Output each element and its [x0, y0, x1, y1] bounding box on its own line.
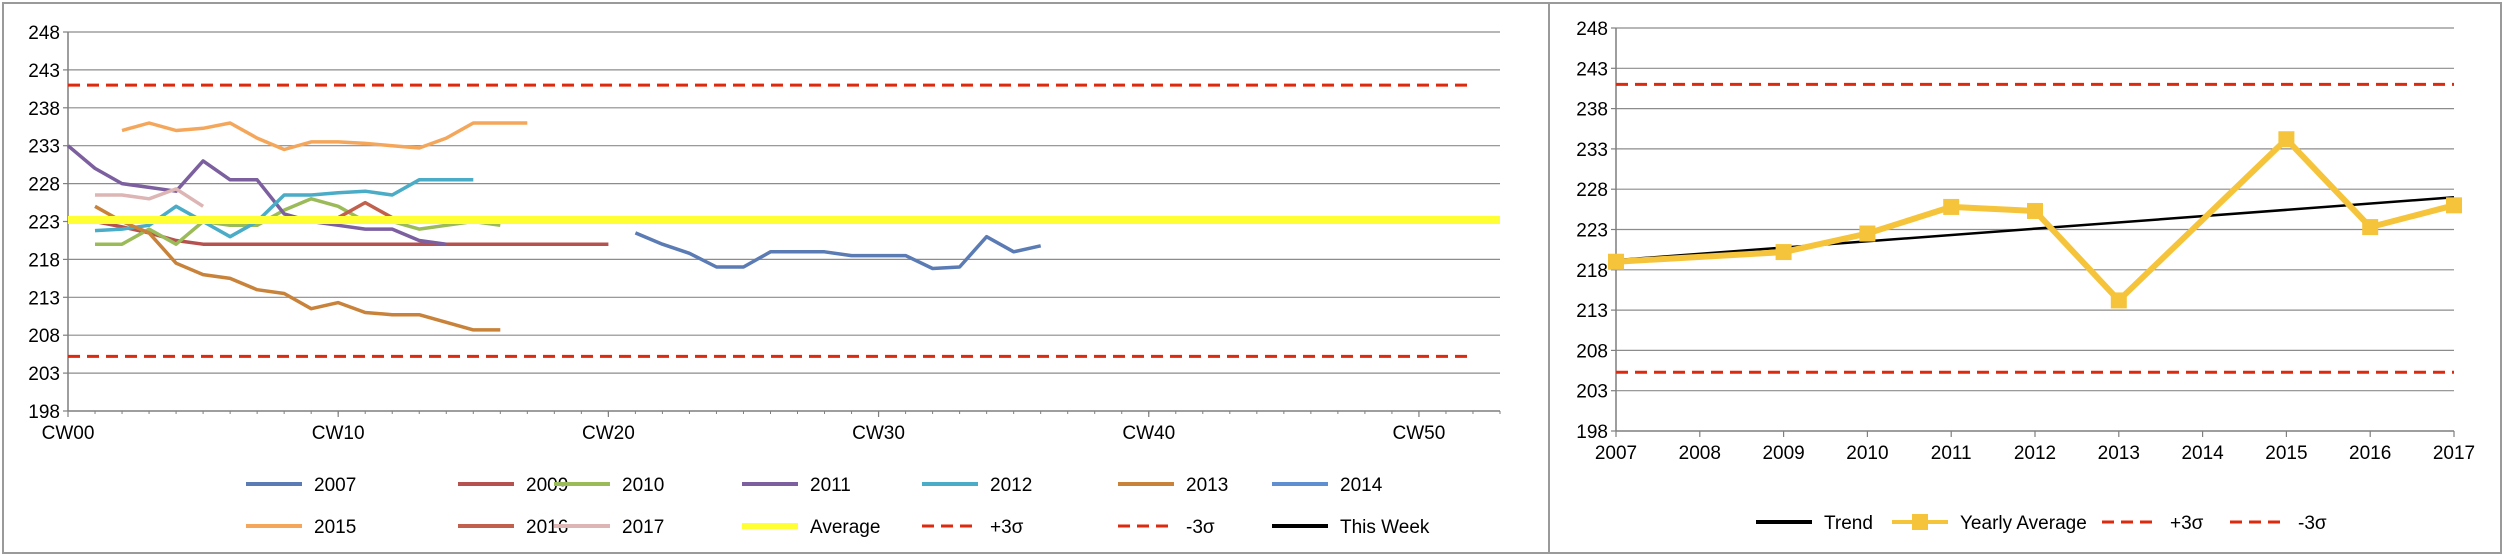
data-point-yearly-average	[2027, 202, 2043, 219]
y-tick-label: 238	[28, 99, 60, 120]
y-tick-label: 203	[28, 364, 60, 385]
y-tick-label: 198	[1576, 422, 1608, 443]
y-tick-label: 213	[1576, 301, 1608, 322]
y-tick-label: 198	[28, 402, 60, 423]
x-tick-label: 2007	[1595, 443, 1637, 464]
x-tick-label: 2009	[1762, 443, 1804, 464]
y-tick-label: 233	[1576, 140, 1608, 161]
legend-label-2007: 2007	[314, 475, 356, 496]
legend-label-2015: 2015	[314, 517, 356, 538]
weekly-chart: 198 203 208 213 218 223 228 233 238 243 248 CW00 CW1…	[28, 23, 1501, 538]
x-tick-label: 2012	[2014, 443, 2056, 464]
series-line-2015	[121, 121, 528, 152]
legend-label-yearly-average: Yearly Average	[1960, 513, 2087, 534]
y-tick-label: 218	[1576, 261, 1608, 282]
y-tick-label: 243	[1576, 59, 1608, 80]
legend-label-2013: 2013	[1186, 475, 1228, 496]
y-tick-label: 208	[1576, 341, 1608, 362]
series-line-2007	[634, 231, 1042, 271]
legend-label-2017: 2017	[622, 517, 664, 538]
series-line-2013	[94, 204, 501, 332]
y-tick-label: 218	[28, 250, 60, 271]
series-line-2017	[95, 187, 205, 208]
x-tick-label: CW50	[1393, 423, 1446, 444]
legend-label-plus-3-sigma: +3σ	[990, 517, 1024, 538]
legend-label-2011: 2011	[810, 475, 851, 496]
data-point-yearly-average	[1608, 253, 1624, 270]
series-line-yearly-average	[1615, 136, 2455, 304]
legend-label-2012: 2012	[990, 475, 1032, 496]
data-point-yearly-average	[2446, 197, 2462, 214]
x-tick-label: CW10	[312, 423, 365, 444]
legend-marker-yearly-average	[1912, 514, 1928, 530]
y-tick-label: 228	[1576, 180, 1608, 201]
x-tick-label: 2014	[2181, 443, 2224, 464]
x-tick-label: 2010	[1846, 443, 1888, 464]
yearly-chart: 198 203 208 213 218 223 228 233 238 243 248 2007 200…	[1576, 19, 2475, 534]
yearly-chart-panel: 198 203 208 213 218 223 228 233 238 243 248 2007 200…	[1548, 2, 2502, 554]
x-tick-label: 2008	[1679, 443, 1721, 464]
legend-label-minus-3-sigma: -3σ	[2298, 513, 2327, 534]
legend-label-trend: Trend	[1824, 513, 1873, 534]
series-line-trend	[1615, 196, 2455, 262]
y-tick-label: 248	[28, 23, 60, 44]
series-line-2016	[337, 200, 717, 220]
legend-label-2016: 2016	[526, 517, 568, 538]
legend-label-2010: 2010	[622, 475, 664, 496]
legend-label-2014: 2014	[1340, 475, 1383, 496]
y-tick-label: 223	[28, 213, 60, 234]
data-point-yearly-average	[1775, 244, 1792, 261]
series-line-2011	[66, 144, 447, 246]
y-tick-label: 228	[28, 175, 60, 196]
y-tick-label: 208	[28, 326, 60, 347]
legend-label-plus-3-sigma: +3σ	[2170, 513, 2204, 534]
weekly-chart-panel: 198 203 208 213 218 223 228 233 238 243 248 CW00 CW1…	[2, 2, 1550, 554]
y-tick-label: 223	[1576, 221, 1608, 242]
x-tick-label: CW40	[1122, 423, 1175, 444]
legend-label-average: Average	[810, 517, 880, 538]
y-tick-label: 213	[28, 288, 60, 309]
y-tick-label: 203	[1576, 382, 1608, 403]
data-point-yearly-average	[1859, 225, 1876, 242]
x-tick-label: 2011	[1931, 443, 1972, 464]
x-tick-label: 2015	[2265, 443, 2307, 464]
x-tick-label: 2017	[2433, 443, 2475, 464]
x-tick-label: CW00	[42, 423, 95, 444]
x-tick-label: 2016	[2349, 443, 2391, 464]
y-tick-label: 233	[28, 137, 60, 158]
legend-label-minus-3-sigma: -3σ	[1186, 517, 1215, 538]
y-tick-label: 248	[1576, 19, 1608, 40]
data-point-yearly-average	[2110, 292, 2127, 309]
x-tick-label: CW20	[582, 423, 635, 444]
x-tick-label: CW30	[852, 423, 905, 444]
series-line-2010	[95, 197, 501, 246]
data-point-yearly-average	[1943, 198, 1960, 215]
y-tick-label: 238	[1576, 100, 1608, 121]
y-tick-label: 243	[28, 61, 60, 82]
data-point-yearly-average	[2362, 219, 2379, 236]
legend-label-2009: 2009	[526, 475, 568, 496]
x-tick-label: 2013	[2098, 443, 2140, 464]
legend-label-this-week: This Week	[1340, 517, 1430, 538]
data-point-yearly-average	[2278, 131, 2295, 148]
